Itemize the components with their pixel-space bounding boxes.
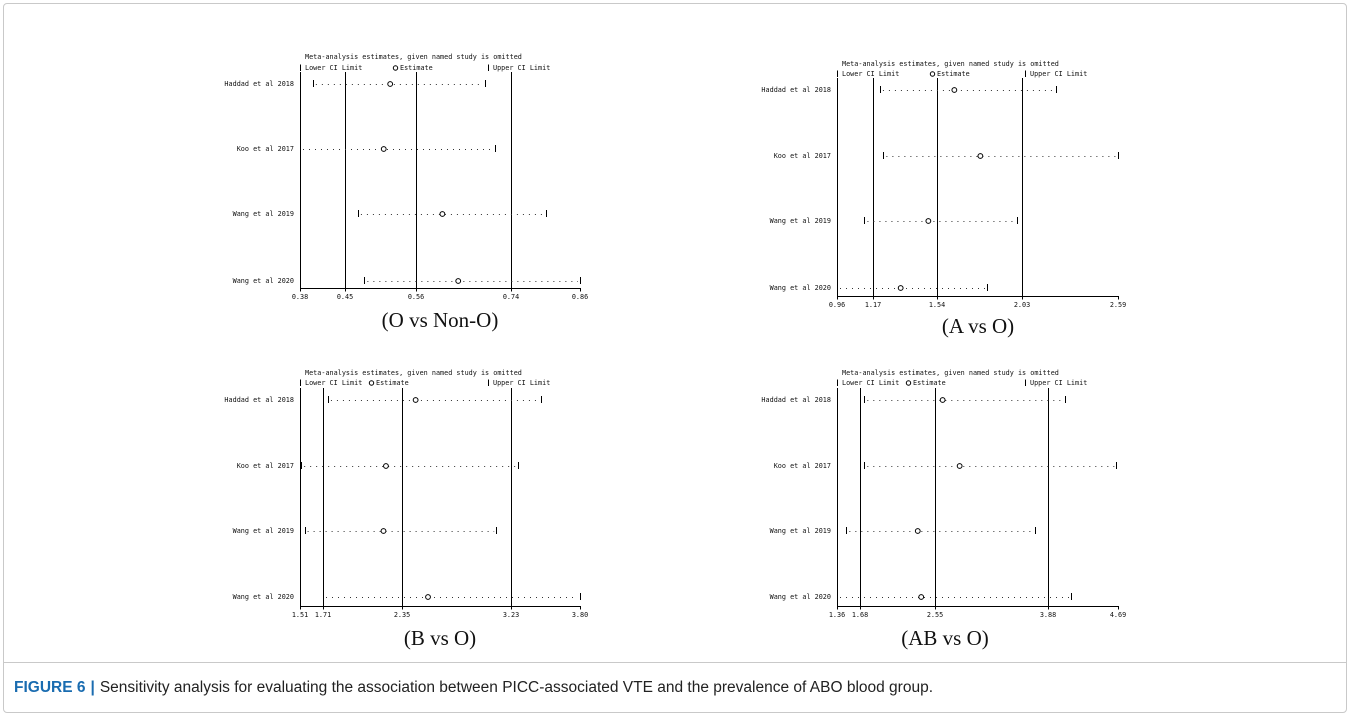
estimate-marker bbox=[387, 81, 394, 87]
estimate-marker bbox=[455, 278, 462, 284]
study-label: Wang et al 2019 bbox=[770, 217, 831, 225]
figure-caption: FIGURE 6 | Sensitivity analysis for evalua… bbox=[14, 679, 933, 697]
estimate-marker bbox=[383, 463, 389, 469]
estimate-marker bbox=[939, 397, 946, 403]
legend-estimate-symbol bbox=[368, 380, 375, 386]
figure-frame bbox=[3, 3, 1347, 713]
x-tick-label: 2.35 bbox=[394, 611, 410, 619]
x-tick-label: 1.17 bbox=[865, 301, 881, 309]
chart-subtitle: (O vs Non-O) bbox=[382, 308, 499, 332]
estimate-marker bbox=[897, 285, 904, 291]
chart-subtitle: (B vs O) bbox=[404, 626, 476, 650]
chart-title: Meta-analysis estimates, given named stu… bbox=[305, 369, 522, 377]
legend-estimate-symbol bbox=[905, 380, 912, 386]
estimate-marker bbox=[412, 397, 419, 403]
sensitivity-plot-2: Meta-analysis estimates, given named stu… bbox=[761, 60, 1126, 338]
study-label: Wang et al 2020 bbox=[233, 593, 294, 601]
caption-separator: | bbox=[90, 679, 95, 696]
study-label: Haddad et al 2018 bbox=[224, 396, 294, 404]
x-tick-label: 1.51 bbox=[292, 611, 308, 619]
x-tick-label: 2.03 bbox=[1014, 301, 1030, 309]
estimate-marker bbox=[380, 528, 387, 534]
study-label: Wang et al 2020 bbox=[770, 284, 831, 292]
sensitivity-plot-4: Meta-analysis estimates, given named stu… bbox=[761, 369, 1126, 650]
legend-lower-ci-label: Lower CI Limit bbox=[842, 70, 899, 78]
figure-label: FIGURE 6 bbox=[14, 679, 86, 696]
x-tick-label: 0.86 bbox=[572, 293, 588, 301]
x-tick-label: 2.59 bbox=[1110, 301, 1126, 309]
x-tick-label: 2.55 bbox=[927, 611, 943, 619]
legend-upper-ci-label: Upper CI Limit bbox=[1030, 70, 1087, 78]
x-tick-label: 1.54 bbox=[929, 301, 945, 309]
sensitivity-analysis-plots: Meta-analysis estimates, given named stu… bbox=[224, 53, 1126, 650]
study-label: Wang et al 2019 bbox=[770, 527, 831, 535]
study-label: Koo et al 2017 bbox=[774, 152, 831, 160]
chart-title: Meta-analysis estimates, given named stu… bbox=[842, 60, 1059, 68]
x-tick-label: 0.38 bbox=[292, 293, 308, 301]
legend-estimate-label: Estimate bbox=[913, 379, 946, 387]
study-label: Haddad et al 2018 bbox=[761, 86, 831, 94]
legend-upper-ci-label: Upper CI Limit bbox=[493, 379, 550, 387]
study-label: Wang et al 2020 bbox=[233, 277, 294, 285]
x-tick-label: 4.69 bbox=[1110, 611, 1126, 619]
study-label: Haddad et al 2018 bbox=[761, 396, 831, 404]
caption-text: Sensitivity analysis for evaluating the … bbox=[99, 679, 933, 696]
study-label: Koo et al 2017 bbox=[237, 462, 294, 470]
study-label: Wang et al 2020 bbox=[770, 593, 831, 601]
study-label: Wang et al 2019 bbox=[233, 210, 294, 218]
x-tick-label: 3.88 bbox=[1040, 611, 1056, 619]
estimate-marker bbox=[425, 594, 431, 600]
x-tick-label: 3.80 bbox=[572, 611, 588, 619]
legend-upper-ci-label: Upper CI Limit bbox=[493, 64, 550, 72]
study-label: Koo et al 2017 bbox=[237, 145, 294, 153]
estimate-marker bbox=[951, 87, 958, 93]
x-tick-label: 0.74 bbox=[503, 293, 519, 301]
x-tick-label: 1.36 bbox=[829, 611, 845, 619]
legend-estimate-symbol bbox=[392, 65, 399, 71]
x-tick-label: 3.23 bbox=[503, 611, 519, 619]
x-tick-label: 1.68 bbox=[852, 611, 868, 619]
estimate-marker bbox=[914, 528, 921, 534]
x-tick-label: 0.45 bbox=[337, 293, 353, 301]
study-label: Haddad et al 2018 bbox=[224, 80, 294, 88]
legend-lower-ci-label: Lower CI Limit bbox=[305, 64, 362, 72]
legend-estimate-label: Estimate bbox=[400, 64, 433, 72]
study-label: Koo et al 2017 bbox=[774, 462, 831, 470]
chart-subtitle: (A vs O) bbox=[942, 314, 1014, 338]
x-tick-label: 0.56 bbox=[408, 293, 424, 301]
study-label: Wang et al 2019 bbox=[233, 527, 294, 535]
chart-title: Meta-analysis estimates, given named stu… bbox=[842, 369, 1059, 377]
estimate-marker bbox=[956, 463, 963, 469]
sensitivity-plot-3: Meta-analysis estimates, given named stu… bbox=[224, 369, 588, 650]
legend-estimate-label: Estimate bbox=[376, 379, 409, 387]
estimate-marker bbox=[918, 594, 925, 600]
chart-title: Meta-analysis estimates, given named stu… bbox=[305, 53, 522, 61]
caption-divider bbox=[3, 662, 1347, 663]
estimate-marker bbox=[380, 146, 387, 152]
legend-lower-ci-label: Lower CI Limit bbox=[842, 379, 899, 387]
x-tick-label: 0.96 bbox=[829, 301, 845, 309]
x-tick-label: 1.71 bbox=[315, 611, 331, 619]
estimate-marker bbox=[439, 211, 446, 217]
legend-lower-ci-label: Lower CI Limit bbox=[305, 379, 362, 387]
legend-upper-ci-label: Upper CI Limit bbox=[1030, 379, 1087, 387]
legend-estimate-label: Estimate bbox=[937, 70, 970, 78]
sensitivity-plot-1: Meta-analysis estimates, given named stu… bbox=[224, 53, 588, 332]
legend-estimate-symbol bbox=[929, 71, 936, 77]
chart-subtitle: (AB vs O) bbox=[901, 626, 989, 650]
estimate-marker bbox=[925, 218, 932, 224]
estimate-marker bbox=[977, 153, 984, 159]
